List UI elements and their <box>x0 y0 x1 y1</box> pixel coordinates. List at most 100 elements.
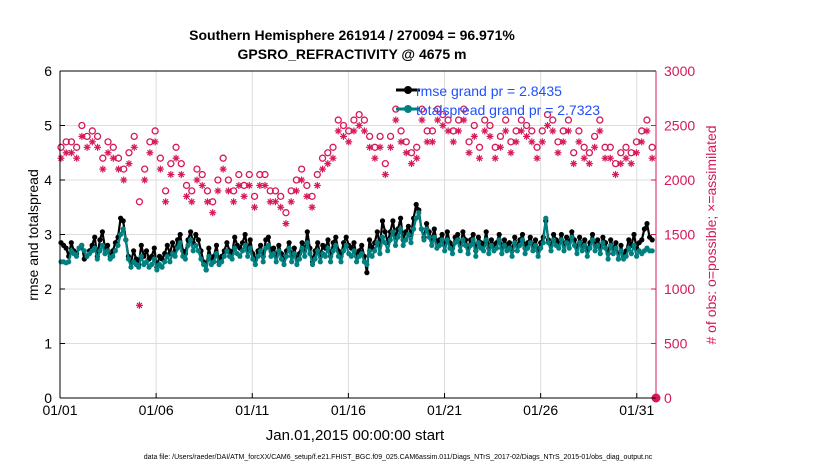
legend-spread-label: totalspread grand pr = 2.7323 <box>416 102 600 118</box>
series-point-totalspread <box>302 253 308 259</box>
series-point-totalspread <box>442 248 448 254</box>
series-point-totalspread <box>385 248 391 254</box>
obs-assimilated-point <box>366 143 374 151</box>
obs-assimilated-stroke <box>68 149 75 156</box>
series-point-totalspread <box>164 253 170 259</box>
obs-assimilated-stroke <box>277 204 284 211</box>
series-point-totalspread <box>81 248 87 254</box>
series-point-totalspread <box>400 242 406 248</box>
legend-rmse-label: rmse grand pr = 2.8435 <box>416 83 562 99</box>
chart-title-line2: GPSRO_REFRACTIVITY @ 4675 m <box>238 46 467 62</box>
series-point-rmse <box>444 229 450 235</box>
obs-assimilated-point <box>476 154 484 162</box>
obs-assimilated-point <box>329 154 337 162</box>
series-point-totalspread <box>276 248 282 254</box>
series-point-totalspread <box>203 267 209 273</box>
obs-assimilated-stroke <box>434 117 441 123</box>
obs-assimilated-point <box>135 301 143 309</box>
obs-assimilated-stroke <box>351 128 357 134</box>
series-point-totalspread <box>255 253 261 259</box>
series-point-totalspread <box>341 248 347 254</box>
obs-possible-point <box>313 170 321 179</box>
obs-assimilated-stroke <box>408 160 415 167</box>
y-left-tick-label-1: 1 <box>44 336 52 352</box>
obs-assimilated-stroke <box>94 144 101 151</box>
obs-possible-point <box>543 110 552 119</box>
obs-assimilated-stroke <box>314 182 321 189</box>
obs-possible-point <box>528 127 536 135</box>
obs-assimilated-stroke <box>544 122 551 129</box>
series-point-totalspread <box>123 237 129 243</box>
obs-assimilated-stroke <box>392 117 399 123</box>
obs-assimilated-stroke <box>570 160 577 167</box>
obs-assimilated-stroke <box>481 128 488 134</box>
obs-assimilated-stroke <box>246 182 253 189</box>
series-point-rmse <box>496 231 502 238</box>
obs-assimilated-point <box>585 160 593 168</box>
obs-assimilated-point <box>538 138 546 146</box>
series-point-totalspread <box>509 253 515 259</box>
obs-assimilated-stroke <box>209 209 216 216</box>
series-point-totalspread <box>558 237 565 243</box>
obs-assimilated-point <box>407 160 415 168</box>
series-point-rmse <box>188 229 194 235</box>
y-left-tick-label-4: 4 <box>44 172 52 188</box>
obs-possible-point <box>125 149 133 157</box>
series-point-totalspread <box>309 261 316 268</box>
obs-assimilated-point <box>209 209 217 217</box>
series-point-totalspread <box>418 226 424 232</box>
obs-assimilated-point <box>617 160 625 168</box>
obs-assimilated-stroke <box>644 128 650 134</box>
obs-assimilated-stroke <box>120 177 127 183</box>
obs-assimilated-point <box>580 154 588 162</box>
obs-possible-point <box>590 132 599 141</box>
obs-assimilated-stroke <box>539 138 546 145</box>
obs-possible-point <box>517 116 526 124</box>
obs-possible-point <box>141 165 149 173</box>
series-lines <box>58 201 655 276</box>
obs-assimilated-point <box>172 154 180 162</box>
series-point-totalspread <box>315 248 321 254</box>
series-point-rmse <box>475 234 481 240</box>
obs-assimilated-point <box>99 165 107 173</box>
series-point-totalspread <box>382 240 388 246</box>
y-right-tick-label-6: 3000 <box>664 63 695 79</box>
series-point-totalspread <box>398 226 404 232</box>
obs-assimilated-stroke <box>419 117 425 123</box>
series-point-rmse <box>413 201 419 208</box>
obs-assimilated-stroke <box>283 220 289 227</box>
obs-possible-point <box>214 176 222 184</box>
series-point-totalspread <box>265 242 271 248</box>
obs-assimilated-point <box>554 149 562 157</box>
series-point-totalspread <box>289 259 295 265</box>
obs-assimilated-stroke <box>126 160 132 167</box>
obs-possible-point <box>522 121 531 130</box>
obs-assimilated-stroke <box>560 138 567 145</box>
obs-assimilated-stroke <box>450 138 457 145</box>
series-point-totalspread <box>408 240 414 246</box>
obs-possible-point <box>188 187 196 195</box>
obs-assimilated-stroke <box>256 182 263 189</box>
obs-assimilated-stroke <box>382 171 389 178</box>
obs-assimilated-point <box>428 138 436 146</box>
obs-assimilated-stroke <box>440 122 446 129</box>
series-point-totalspread <box>483 237 489 243</box>
series-point-rmse <box>398 215 404 221</box>
obs-assimilated-stroke <box>183 193 190 200</box>
obs-assimilated-stroke <box>215 188 221 194</box>
obs-assimilated-stroke <box>303 193 310 200</box>
obs-possible-point <box>496 132 505 141</box>
obs-assimilated-point <box>507 149 515 157</box>
x-tick-label-3: 01/16 <box>331 402 366 418</box>
series-point-totalspread <box>120 226 126 232</box>
obs-assimilated-stroke <box>188 198 195 205</box>
series-point-totalspread <box>628 251 635 257</box>
series-point-rmse <box>105 242 111 248</box>
obs-assimilated-point <box>324 160 332 168</box>
obs-assimilated-stroke <box>89 138 96 145</box>
series-point-totalspread <box>613 245 619 251</box>
obs-assimilated-stroke <box>424 138 431 145</box>
obs-assimilated-stroke <box>173 155 179 162</box>
series-point-totalspread <box>317 259 323 265</box>
obs-assimilated-point <box>591 143 599 151</box>
